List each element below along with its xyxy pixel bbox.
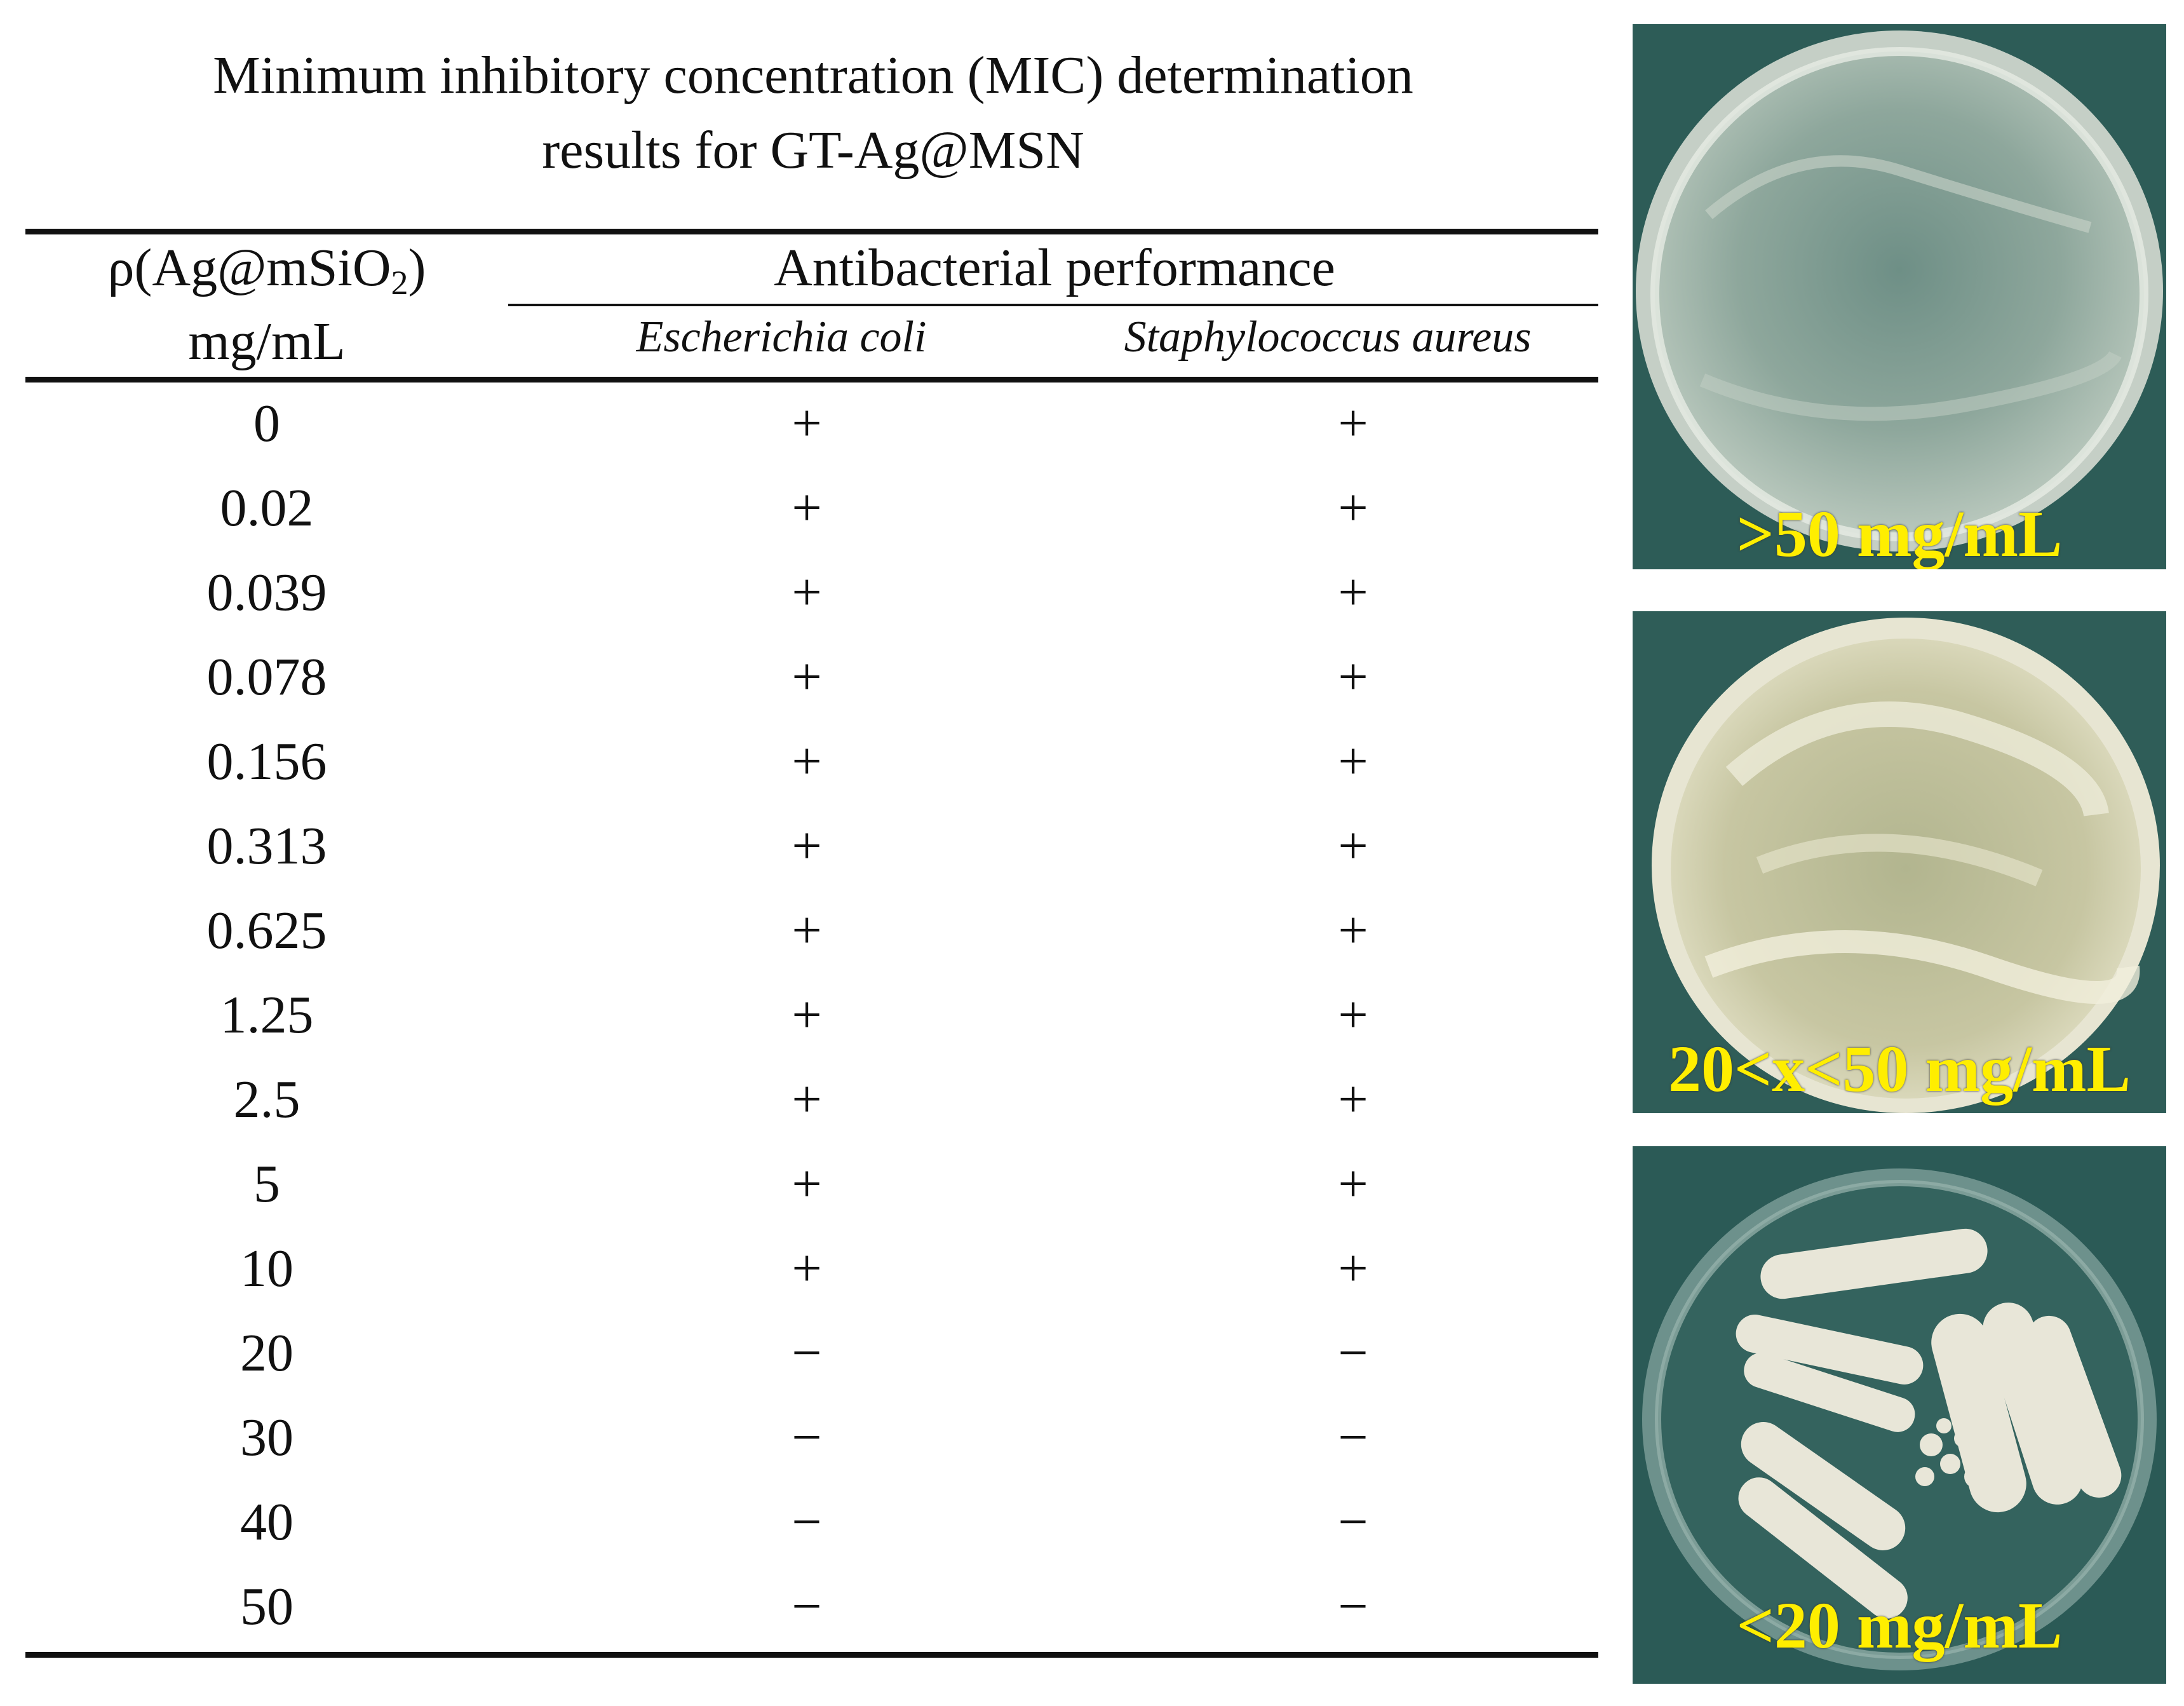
- concentration-cell: 0.039: [206, 563, 327, 622]
- petri-dish-high-image: [1633, 24, 2166, 569]
- photo-label-mid: 20<x<50 mg/mL: [1668, 1032, 2131, 1106]
- ecoli-result-cell: +: [792, 647, 822, 707]
- table-bottom-rule: [25, 1652, 1598, 1658]
- table-row: 0.039 + +: [25, 550, 1598, 635]
- concentration-cell: 5: [253, 1154, 280, 1214]
- saureus-result-cell: −: [1338, 1408, 1368, 1467]
- petri-dish-photo-high: >50 mg/mL: [1633, 24, 2166, 569]
- ecoli-result-cell: −: [792, 1408, 822, 1467]
- concentration-header-close: ): [408, 238, 426, 297]
- title-line-2: results for GT-Ag@MSN: [542, 121, 1084, 180]
- saureus-result-cell: +: [1338, 1070, 1368, 1129]
- concentration-cell: 0.313: [206, 816, 327, 876]
- photo-label-low: <20 mg/mL: [1736, 1589, 2063, 1662]
- table-row: 0.156 + +: [25, 719, 1598, 804]
- concentration-cell: 40: [240, 1493, 293, 1552]
- group-header-rule: [508, 304, 1598, 306]
- concentration-header-subscript: 2: [391, 264, 408, 302]
- petri-dish-photo-mid: 20<x<50 mg/mL: [1633, 611, 2166, 1113]
- petri-dish-photo-low: <20 mg/mL: [1633, 1146, 2166, 1684]
- ecoli-result-cell: +: [792, 563, 822, 622]
- ecoli-result-cell: −: [792, 1493, 822, 1552]
- ecoli-result-cell: −: [792, 1577, 822, 1636]
- ecoli-result-cell: +: [792, 1154, 822, 1214]
- concentration-header: ρ(Ag@mSiO2): [25, 236, 508, 300]
- table-row: 1.25 + +: [25, 973, 1598, 1057]
- saureus-result-cell: +: [1338, 816, 1368, 876]
- concentration-unit: mg/mL: [188, 312, 346, 371]
- concentration-cell: 0.625: [206, 901, 327, 960]
- concentration-cell: 0.078: [206, 647, 327, 707]
- table-row: 20 − −: [25, 1311, 1598, 1395]
- species-header-ecoli: Escherichia coli: [636, 313, 927, 362]
- saureus-result-cell: +: [1338, 647, 1368, 707]
- concentration-cell: 1.25: [220, 985, 314, 1045]
- antibacterial-performance-header: Antibacterial performance: [774, 238, 1335, 297]
- ecoli-result-cell: +: [792, 732, 822, 791]
- concentration-cell: 2.5: [233, 1070, 300, 1129]
- saureus-result-cell: +: [1338, 985, 1368, 1045]
- figure-title: Minimum inhibitory concentration (MIC) d…: [25, 38, 1601, 188]
- table-row: 0.02 + +: [25, 466, 1598, 550]
- table-row: 0.078 + +: [25, 635, 1598, 719]
- table-row: 50 − −: [25, 1564, 1598, 1649]
- ecoli-result-cell: −: [792, 1324, 822, 1383]
- saureus-result-cell: +: [1338, 394, 1368, 453]
- concentration-cell: 0.02: [220, 478, 314, 538]
- table-row: 0.625 + +: [25, 888, 1598, 973]
- concentration-cell: 30: [240, 1408, 293, 1467]
- ecoli-result-cell: +: [792, 394, 822, 453]
- concentration-cell: 0.156: [206, 732, 327, 791]
- title-line-1: Minimum inhibitory concentration (MIC) d…: [213, 46, 1413, 105]
- saureus-result-cell: +: [1338, 563, 1368, 622]
- concentration-cell: 20: [240, 1324, 293, 1383]
- table-row: 40 − −: [25, 1480, 1598, 1564]
- table-row: 30 − −: [25, 1395, 1598, 1480]
- saureus-result-cell: +: [1338, 901, 1368, 960]
- table-body: 0 + +0.02 + +0.039 + +0.078 + +0.156 + +0.313 + +0.6…: [25, 381, 1598, 1649]
- table-row: 2.5 + +: [25, 1057, 1598, 1142]
- table-row: 5 + +: [25, 1142, 1598, 1226]
- table-top-rule: [25, 229, 1598, 234]
- saureus-result-cell: −: [1338, 1493, 1368, 1552]
- concentration-cell: 10: [240, 1239, 293, 1298]
- concentration-cell: 50: [240, 1577, 293, 1636]
- concentration-cell: 0: [253, 394, 280, 453]
- table-header-rule: [25, 377, 1598, 382]
- saureus-result-cell: +: [1338, 732, 1368, 791]
- saureus-result-cell: −: [1338, 1324, 1368, 1383]
- table-row: 0.313 + +: [25, 804, 1598, 888]
- ecoli-result-cell: +: [792, 1239, 822, 1298]
- saureus-result-cell: +: [1338, 1239, 1368, 1298]
- petri-dish-low-image: [1633, 1146, 2166, 1684]
- concentration-header-text: ρ(Ag@mSiO: [107, 238, 391, 297]
- table-row: 10 + +: [25, 1226, 1598, 1311]
- ecoli-result-cell: +: [792, 901, 822, 960]
- ecoli-result-cell: +: [792, 478, 822, 538]
- saureus-result-cell: +: [1338, 478, 1368, 538]
- saureus-result-cell: −: [1338, 1577, 1368, 1636]
- ecoli-result-cell: +: [792, 1070, 822, 1129]
- petri-dish-mid-image: [1633, 611, 2166, 1113]
- saureus-result-cell: +: [1338, 1154, 1368, 1214]
- table-row: 0 + +: [25, 381, 1598, 466]
- species-header-saureus: Staphylococcus aureus: [1124, 313, 1532, 362]
- ecoli-result-cell: +: [792, 816, 822, 876]
- photo-label-high: >50 mg/mL: [1736, 498, 2063, 569]
- ecoli-result-cell: +: [792, 985, 822, 1045]
